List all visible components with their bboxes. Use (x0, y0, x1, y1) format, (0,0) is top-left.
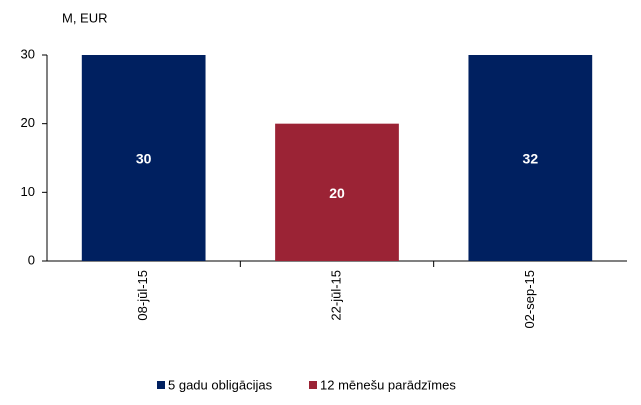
value-label: 32 (523, 151, 539, 167)
legend-swatch (309, 381, 317, 389)
bar (81, 55, 206, 261)
x-tick-label: 22-jūl-15 (328, 270, 343, 321)
y-tick-label: 10 (21, 184, 35, 199)
bars (81, 55, 593, 261)
bar (275, 123, 399, 261)
legend-label: 12 mēnešu parādzīmes (320, 377, 456, 392)
x-tick-label: 08-jūl-15 (135, 270, 150, 321)
y-tick-label: 20 (21, 115, 35, 130)
y-tick-label: 30 (21, 46, 35, 61)
y-tick-label: 0 (28, 252, 35, 267)
x-tick-label: 02-sep-15 (522, 270, 537, 329)
legend-swatch (157, 381, 165, 389)
bar (468, 55, 593, 261)
value-label: 20 (329, 185, 345, 201)
legend-label: 5 gadu obligācijas (168, 377, 273, 392)
value-label: 30 (136, 151, 152, 167)
y-axis-label: M, EUR (62, 10, 108, 25)
